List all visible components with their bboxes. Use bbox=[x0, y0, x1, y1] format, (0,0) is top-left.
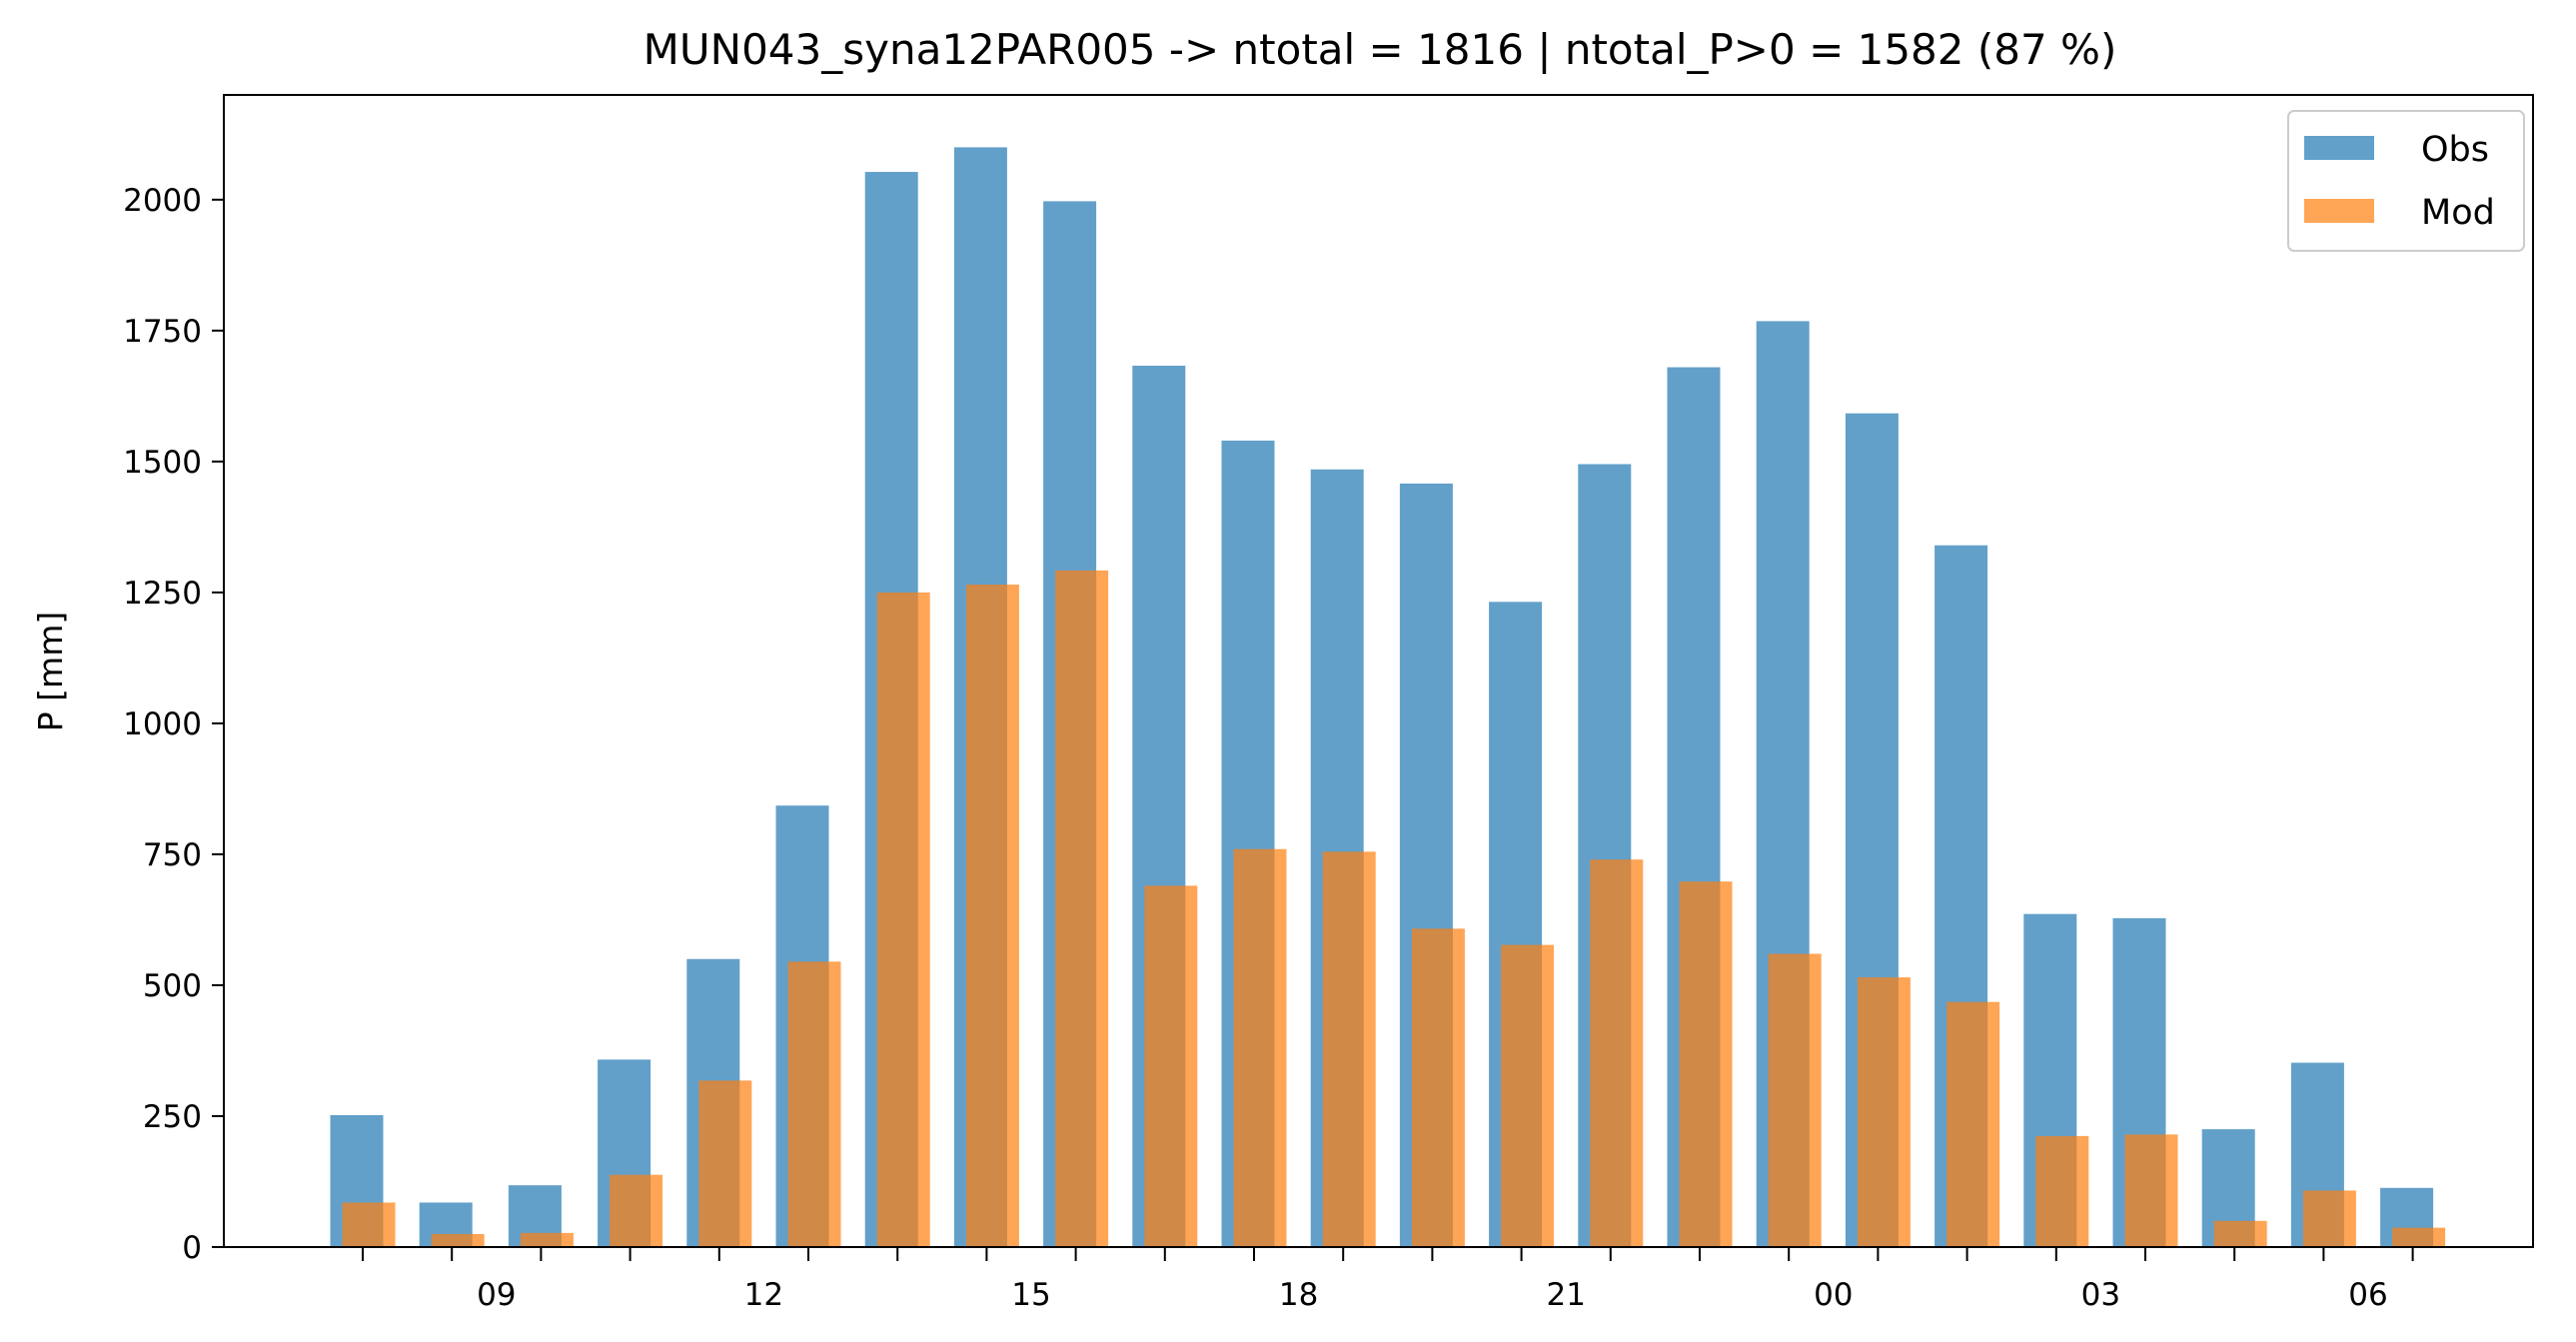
x-tick-label: 15 bbox=[1011, 1277, 1050, 1313]
y-tick-label: 250 bbox=[143, 1099, 202, 1135]
bar-mod-22 bbox=[1590, 859, 1644, 1247]
legend-swatch-mod bbox=[2304, 199, 2374, 223]
x-tick-label: 06 bbox=[2348, 1277, 2387, 1313]
bar-mod-09 bbox=[431, 1233, 485, 1247]
x-tick-label: 21 bbox=[1546, 1277, 1585, 1313]
bar-mod-15 bbox=[965, 585, 1019, 1247]
bar-mod-08 bbox=[342, 1202, 396, 1247]
legend-label-obs: Obs bbox=[2421, 130, 2489, 170]
bar-mod-06 bbox=[2302, 1190, 2356, 1247]
bar-mod-11 bbox=[610, 1174, 663, 1247]
bar-mod-01 bbox=[1857, 977, 1911, 1247]
chart-title: MUN043_syna12PAR005 -> ntotal = 1816 | n… bbox=[644, 25, 2117, 74]
bar-mod-03 bbox=[2035, 1135, 2089, 1247]
legend-label-mod: Mod bbox=[2421, 193, 2495, 233]
x-tick-label: 12 bbox=[744, 1277, 783, 1313]
y-tick-label: 1750 bbox=[123, 314, 202, 350]
x-tick-label: 03 bbox=[2081, 1277, 2120, 1313]
bar-mod-07 bbox=[2392, 1227, 2446, 1247]
bar-mod-13 bbox=[787, 961, 841, 1247]
bar-mod-00 bbox=[1768, 953, 1822, 1247]
bar-mod-14 bbox=[876, 592, 930, 1247]
bar-mod-23 bbox=[1679, 881, 1733, 1247]
bar-mod-05 bbox=[2213, 1220, 2267, 1247]
bar-mod-04 bbox=[2124, 1134, 2178, 1247]
bar-mod-02 bbox=[1946, 1001, 2000, 1247]
bar-mod-18 bbox=[1233, 848, 1287, 1247]
bar-mod-20 bbox=[1411, 928, 1465, 1247]
y-axis: 0 250 500 750 1000 1250 1500 1750 2000 bbox=[123, 183, 224, 1266]
y-tick-label: 750 bbox=[143, 837, 202, 873]
y-tick-label: 1000 bbox=[123, 706, 202, 742]
y-tick-label: 1250 bbox=[123, 576, 202, 612]
bar-mod-10 bbox=[520, 1232, 574, 1247]
bars bbox=[330, 147, 2446, 1248]
plot-frame bbox=[223, 94, 2534, 1248]
y-tick-label: 1500 bbox=[123, 445, 202, 481]
bar-mod-12 bbox=[698, 1080, 752, 1247]
bar-mod-16 bbox=[1055, 570, 1109, 1247]
bar-mod-17 bbox=[1144, 885, 1198, 1247]
x-tick-label: 09 bbox=[477, 1277, 516, 1313]
legend-swatch-obs bbox=[2304, 136, 2374, 160]
y-axis-label: P [mm] bbox=[31, 612, 70, 731]
x-tick-label: 18 bbox=[1279, 1277, 1318, 1313]
bar-mod-21 bbox=[1501, 944, 1555, 1247]
x-axis: 09 12 15 18 21 00 03 06 bbox=[362, 1247, 2414, 1313]
legend: Obs Mod bbox=[2287, 110, 2525, 252]
y-tick-label: 0 bbox=[182, 1230, 202, 1266]
bar-mod-19 bbox=[1322, 851, 1376, 1247]
y-tick-label: 2000 bbox=[123, 183, 202, 219]
x-tick-label: 00 bbox=[1814, 1277, 1853, 1313]
y-tick-label: 500 bbox=[143, 968, 202, 1004]
